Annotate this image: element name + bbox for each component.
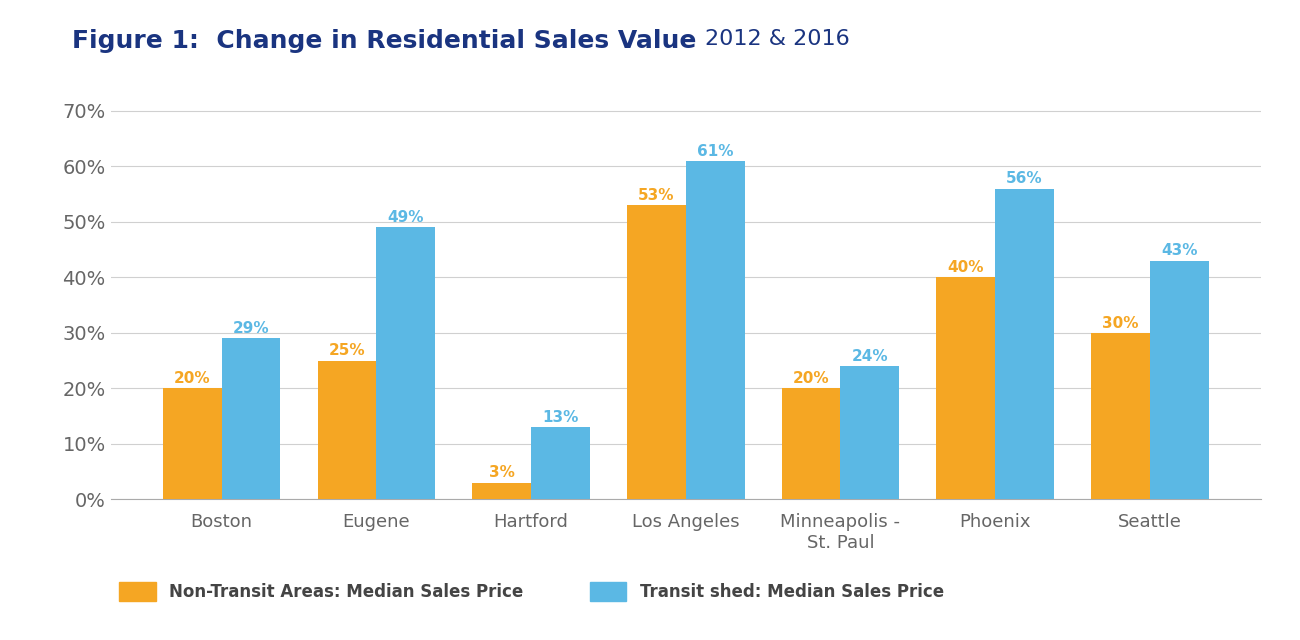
Bar: [162, 388, 221, 499]
Text: 3%: 3%: [489, 465, 515, 481]
Text: 20%: 20%: [793, 371, 829, 386]
Bar: [686, 161, 745, 499]
Text: 40%: 40%: [948, 260, 984, 275]
Bar: [317, 360, 376, 499]
Text: 30%: 30%: [1102, 316, 1139, 331]
Text: 61%: 61%: [697, 143, 733, 159]
Text: 43%: 43%: [1161, 243, 1197, 259]
Bar: [530, 427, 590, 499]
Text: 49%: 49%: [387, 210, 424, 225]
Text: 53%: 53%: [638, 188, 675, 203]
Text: 29%: 29%: [233, 321, 269, 336]
Bar: [376, 227, 436, 499]
Bar: [472, 483, 530, 499]
Bar: [627, 205, 686, 499]
Bar: [221, 339, 281, 499]
Bar: [1091, 333, 1150, 499]
Text: 24%: 24%: [852, 349, 888, 364]
Text: 2012 & 2016: 2012 & 2016: [705, 29, 849, 49]
Bar: [841, 366, 900, 499]
Text: 56%: 56%: [1006, 172, 1043, 186]
Text: 13%: 13%: [542, 410, 578, 425]
Bar: [781, 388, 841, 499]
Text: 20%: 20%: [174, 371, 211, 386]
Bar: [1150, 260, 1209, 499]
Text: Figure 1:  Change in Residential Sales Value: Figure 1: Change in Residential Sales Va…: [72, 29, 705, 53]
Bar: [936, 277, 996, 499]
Bar: [996, 189, 1054, 499]
Legend: Non-Transit Areas: Median Sales Price, Transit shed: Median Sales Price: Non-Transit Areas: Median Sales Price, T…: [118, 582, 944, 601]
Text: 25%: 25%: [329, 343, 365, 358]
